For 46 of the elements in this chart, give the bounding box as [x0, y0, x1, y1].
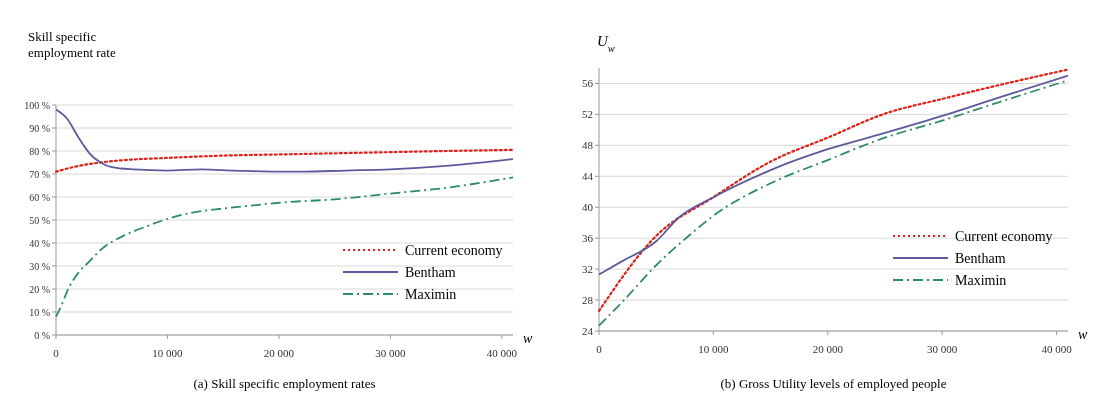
y-axis-title: U$_{w}$: [597, 33, 615, 54]
y-tick-label: 100 %: [24, 99, 50, 111]
y-axis-title: Skill specific employment rate: [28, 29, 116, 61]
y-tick-label: 32: [582, 262, 593, 275]
y-tick-label: 70 %: [29, 168, 50, 180]
y-tick-label: 30 %: [29, 260, 50, 272]
line-series: [54, 148, 515, 173]
text: (a) Skill specific employment rates: [193, 376, 376, 391]
y-tick-label: 28: [582, 293, 594, 306]
y-tick-label: 10 %: [29, 306, 50, 318]
x-tick-label: 40 000: [486, 347, 518, 359]
legend-label: Maximin: [405, 286, 457, 302]
y-tick-label: 44: [582, 170, 594, 183]
line-series: [598, 74, 1069, 276]
y-tick-label: 52: [582, 108, 593, 121]
y-tick-label: 50 %: [29, 214, 50, 226]
x-tick-label: 30 000: [375, 347, 407, 359]
y-tick-label: 60 %: [29, 191, 50, 203]
y-tick-label: 48: [582, 139, 594, 152]
text: (b) Gross Utility levels of employed people: [720, 376, 947, 391]
x-tick-label: 10 000: [152, 347, 184, 359]
y-tick-label: 56: [582, 77, 594, 90]
legend-label: Bentham: [955, 250, 1006, 266]
y-tick-label: 20 %: [29, 283, 50, 295]
y-tick-label: 36: [582, 232, 594, 245]
legend-label: Current economy: [405, 242, 503, 258]
x-tick-label: 20 000: [263, 347, 295, 359]
x-tick-label: 40 000: [1041, 343, 1073, 355]
y-tick-label: 40: [582, 201, 594, 214]
legend-label: Current economy: [955, 228, 1053, 244]
line-series: [55, 176, 514, 318]
y-tick-label: 0 %: [34, 329, 50, 341]
line-series: [55, 108, 514, 173]
x-axis-title: w: [1078, 327, 1088, 342]
x-axis-title: w: [523, 331, 533, 346]
y-tick-label: 90 %: [29, 122, 50, 134]
y-tick-label: 80 %: [29, 145, 50, 157]
y-tick-label: 40 %: [29, 237, 50, 249]
x-tick-label: 30 000: [927, 343, 958, 355]
y-tick-label: 24: [582, 324, 594, 337]
x-tick-label: 20 000: [812, 343, 844, 355]
legend-label: Bentham: [405, 264, 456, 280]
legend-label: Maximin: [955, 272, 1007, 288]
x-tick-label: 0: [53, 347, 60, 359]
x-tick-label: 0: [596, 343, 603, 355]
x-tick-label: 10 000: [698, 343, 730, 355]
